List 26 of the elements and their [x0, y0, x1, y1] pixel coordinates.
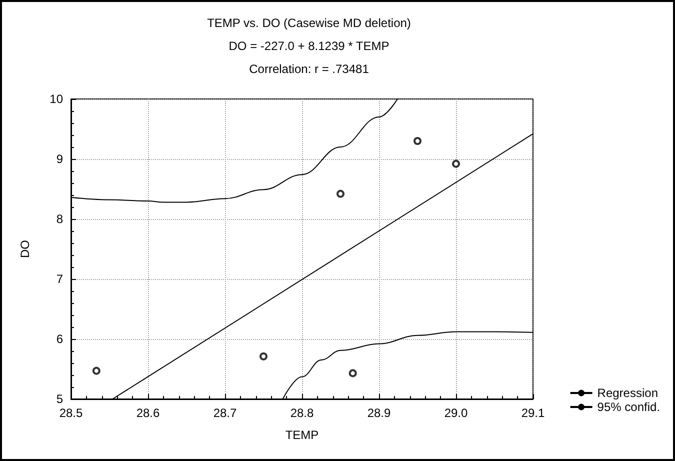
- y-axis-title: DO: [18, 240, 32, 258]
- x-tick-label: 29.1: [521, 406, 545, 420]
- legend-label: 95% confid.: [597, 400, 660, 414]
- x-axis-title: TEMP: [285, 428, 319, 442]
- x-tick-label: 28.6: [136, 406, 160, 420]
- x-tick-label: 28.8: [290, 406, 314, 420]
- y-tick-label: 6: [56, 332, 64, 346]
- x-tick-label: 28.9: [367, 406, 391, 420]
- point: [260, 352, 268, 360]
- y-tick-label: 10: [50, 92, 64, 106]
- chart-subtitle: DO = -227.0 + 8.1239 * TEMP: [228, 39, 390, 53]
- x-tick-label: 28.7: [213, 406, 237, 420]
- legend-label: Regression: [597, 386, 658, 400]
- x-tick-label: 28.5: [59, 406, 83, 420]
- x-tick-label: 29.0: [444, 406, 468, 420]
- point: [452, 160, 460, 168]
- point: [336, 190, 344, 198]
- y-tick-label: 7: [56, 272, 64, 286]
- chart-title: TEMP vs. DO (Casewise MD deletion): [207, 16, 411, 30]
- y-tick-label: 5: [56, 392, 64, 406]
- point: [348, 369, 357, 378]
- point: [414, 137, 422, 145]
- text: Correlation: r = .73481: [249, 62, 370, 76]
- point: [92, 366, 100, 375]
- y-tick-label: 9: [56, 152, 64, 166]
- y-tick-label: 8: [56, 212, 64, 226]
